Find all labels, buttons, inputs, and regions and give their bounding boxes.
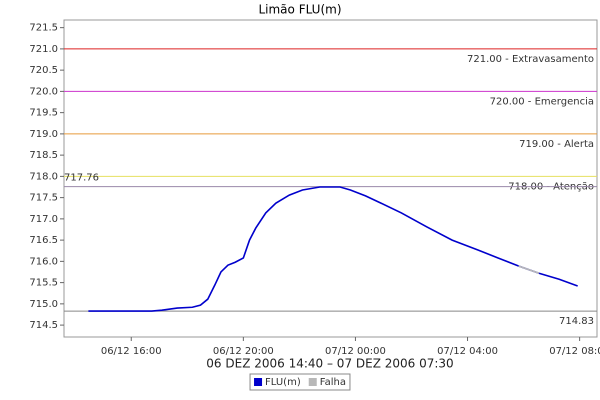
series	[518, 265, 540, 275]
y-tick-label: 719.5	[29, 108, 58, 119]
series-line	[518, 265, 540, 275]
y-tick-label: 717.5	[29, 193, 58, 204]
legend-label: Falha	[320, 377, 346, 388]
x-tick-label: 07/12 04:00	[437, 346, 498, 357]
x-tick-label: 06/12 16:00	[101, 346, 162, 357]
x-tick-label: 07/12 08:00	[549, 346, 600, 357]
x-tick-label: 06/12 20:00	[213, 346, 274, 357]
x-tick-label: 07/12 00:00	[325, 346, 386, 357]
legend: FLU(m) Falha	[249, 373, 351, 391]
legend-swatch	[254, 378, 263, 386]
y-tick-label: 720.5	[29, 65, 58, 76]
series	[88, 186, 578, 312]
y-tick-label: 719.0	[29, 129, 58, 140]
threshold-label: 720.00 - Emergencia	[490, 96, 594, 107]
y-tick-label: 715.5	[29, 278, 58, 289]
threshold-label: 714.83	[559, 316, 594, 327]
legend-box	[249, 373, 351, 391]
plot-area	[63, 19, 598, 338]
chart-title: Limão FLU(m)	[258, 3, 341, 17]
y-tick-label: 715.0	[29, 299, 58, 310]
series-line	[88, 186, 578, 312]
threshold-label: 717.76	[64, 173, 99, 184]
y-tick-label: 716.5	[29, 235, 58, 246]
y-tick-label: 721.5	[29, 23, 58, 34]
y-tick-label: 714.5	[29, 320, 58, 331]
threshold-label: 721.00 - Extravasamento	[467, 54, 594, 65]
legend-label: FLU(m)	[265, 377, 301, 388]
x-axis-title: 06 DEZ 2006 14:40 – 07 DEZ 2006 07:30	[206, 357, 453, 371]
y-tick-label: 718.0	[29, 171, 58, 182]
y-tick-label: 720.0	[29, 86, 58, 97]
threshold-label: 719.00 - Alerta	[519, 139, 594, 150]
y-tick-label: 717.0	[29, 214, 58, 225]
y-tick-label: 721.0	[29, 44, 58, 55]
y-tick-label: 716.0	[29, 256, 58, 267]
legend-swatch	[308, 378, 317, 386]
y-tick-label: 718.5	[29, 150, 58, 161]
